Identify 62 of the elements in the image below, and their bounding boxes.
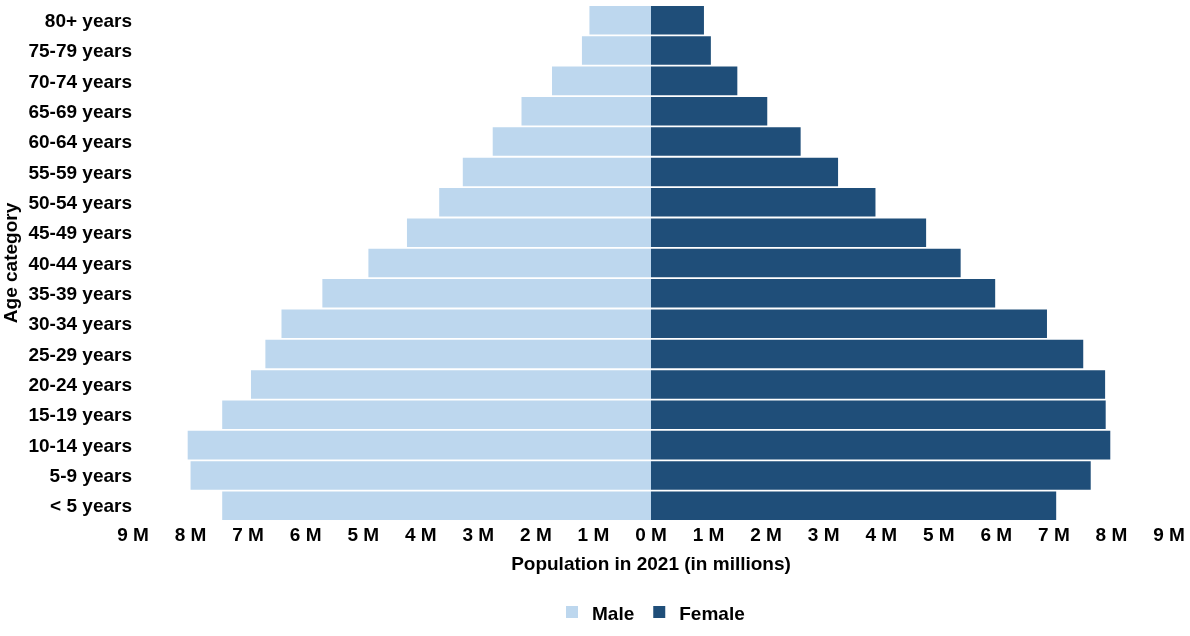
bar	[651, 491, 1057, 521]
bar	[190, 461, 651, 490]
x-tick-label: 7 M	[1038, 524, 1070, 545]
y-tick-label: 20-24 years	[28, 374, 132, 396]
y-tick-label: 40-44 years	[28, 252, 132, 274]
legend-label: Female	[679, 602, 745, 624]
x-tick-label: 8 M	[174, 524, 207, 545]
x-tick-label: 2 M	[750, 524, 782, 545]
x-tick-label: 0 M	[635, 524, 667, 545]
y-tick-label: < 5 years	[50, 495, 132, 517]
x-axis-title: Population in 2021 (in millions)	[511, 552, 791, 574]
y-tick-label: 45-49 years	[28, 222, 132, 244]
x-tick-label: 4 M	[865, 524, 898, 545]
y-tick-label: 75-79 years	[28, 40, 132, 62]
x-tick-label: 7 M	[232, 524, 264, 545]
y-tick-label: 30-34 years	[28, 313, 132, 335]
bar	[651, 248, 961, 278]
x-tick-label: 3 M	[462, 524, 495, 545]
x-tick-label: 1 M	[577, 524, 610, 545]
bar	[265, 339, 651, 369]
y-tick-label: 50-54 years	[28, 191, 132, 213]
x-tick-label: 3 M	[807, 524, 840, 545]
bar	[222, 491, 651, 521]
x-tick-label: 4 M	[404, 524, 437, 545]
y-tick-label: 60-64 years	[28, 131, 132, 153]
y-tick-label: 55-59 years	[28, 161, 132, 183]
y-tick-label: 15-19 years	[28, 404, 132, 426]
bar	[651, 461, 1091, 490]
x-tick-label: 9 M	[1153, 524, 1185, 545]
x-tick-label: 2 M	[520, 524, 552, 545]
x-tick-label: 5 M	[922, 524, 955, 545]
x-tick-label: 9 M	[117, 524, 149, 545]
y-tick-label: 10-14 years	[28, 434, 132, 456]
bar	[651, 157, 839, 187]
bar	[651, 430, 1111, 460]
bar	[651, 36, 711, 65]
bar	[250, 370, 651, 399]
bar	[651, 66, 738, 96]
bar	[462, 157, 651, 187]
bar	[589, 5, 651, 35]
x-tick-label: 6 M	[289, 524, 322, 545]
x-tick-label: 5 M	[347, 524, 380, 545]
bar	[651, 339, 1084, 369]
bar	[581, 36, 651, 65]
bar	[651, 400, 1106, 430]
legend-label: Male	[592, 602, 635, 624]
y-tick-label: 35-39 years	[28, 283, 132, 304]
y-tick-label: 65-69 years	[28, 100, 132, 122]
bar	[187, 430, 651, 460]
x-tick-label: 6 M	[980, 524, 1013, 545]
y-tick-label: 5-9 years	[49, 465, 132, 487]
y-tick-label: 25-29 years	[28, 343, 132, 365]
bar	[552, 66, 651, 96]
y-axis-title: Age category	[0, 202, 21, 324]
bar	[368, 248, 651, 278]
y-tick-label: 70-74 years	[28, 70, 132, 92]
bar	[651, 370, 1106, 399]
bar	[651, 5, 704, 35]
bar	[222, 400, 651, 430]
x-tick-label: 1 M	[692, 524, 725, 545]
x-tick-label: 8 M	[1095, 524, 1128, 545]
y-tick-label: 80+ years	[44, 9, 132, 31]
